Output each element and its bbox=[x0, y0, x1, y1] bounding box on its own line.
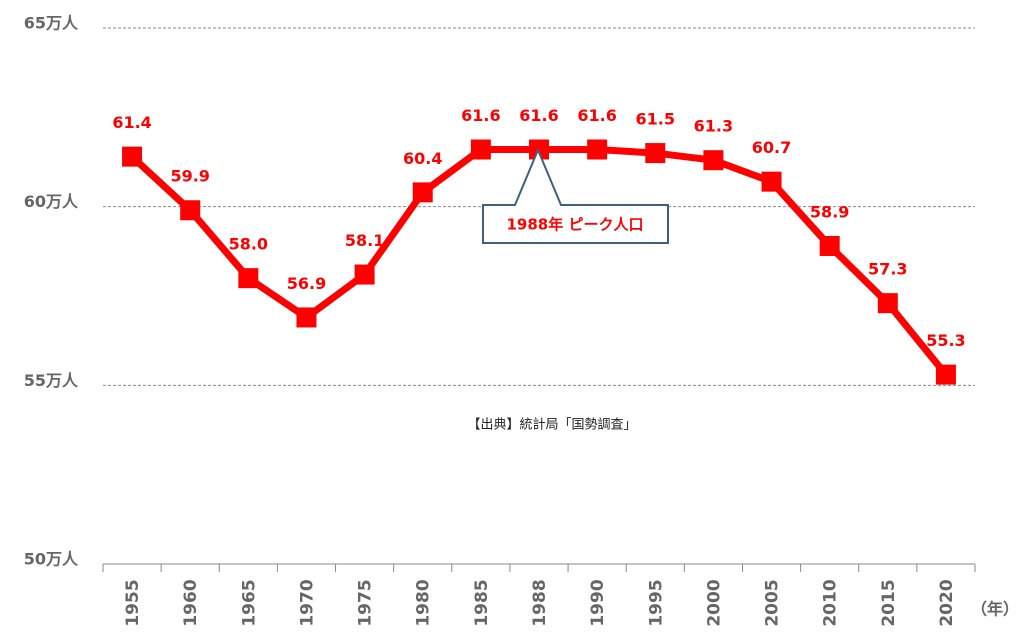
data-label: 61.6 bbox=[519, 106, 558, 125]
y-tick-label: 50万人 bbox=[24, 550, 79, 569]
x-tick-label: 1975 bbox=[356, 579, 376, 626]
data-label: 58.0 bbox=[229, 235, 268, 254]
marker bbox=[180, 200, 201, 221]
source: 【出典】統計局「国勢調査」 bbox=[467, 417, 636, 433]
marker bbox=[470, 139, 491, 160]
data-label: 61.6 bbox=[577, 106, 616, 125]
data-label: 61.3 bbox=[694, 117, 733, 136]
x-tick-label: 1970 bbox=[297, 579, 317, 626]
x-tick-label: 1988 bbox=[530, 579, 550, 626]
data-label: 61.5 bbox=[636, 110, 675, 129]
marker bbox=[645, 143, 666, 164]
marker bbox=[296, 307, 317, 328]
data-label: 59.9 bbox=[170, 167, 209, 186]
marker bbox=[587, 139, 608, 160]
y-tick-label: 60万人 bbox=[24, 192, 79, 211]
x-tick-label: 1995 bbox=[646, 579, 666, 626]
marker bbox=[529, 139, 549, 160]
x-tick-label: 1965 bbox=[239, 579, 259, 626]
data-label: 61.4 bbox=[112, 113, 151, 132]
x-tick-label: 2020 bbox=[937, 579, 957, 626]
marker bbox=[761, 171, 782, 192]
marker bbox=[877, 293, 898, 314]
data-label: 55.3 bbox=[926, 331, 965, 350]
y-tick-label: 65万人 bbox=[24, 14, 79, 33]
x-tick-label: 2005 bbox=[763, 579, 783, 626]
y-tick-label: 55万人 bbox=[24, 371, 79, 390]
data-label: 60.7 bbox=[752, 138, 791, 157]
data-label: 58.9 bbox=[810, 202, 849, 221]
x-tick-label: 1985 bbox=[472, 579, 492, 626]
marker bbox=[354, 264, 375, 285]
annotation: 1988年 ピーク人口 bbox=[507, 216, 644, 234]
x-tick-label: 2000 bbox=[704, 579, 724, 626]
data-label: 56.9 bbox=[287, 274, 326, 293]
data-label: 57.3 bbox=[868, 260, 907, 279]
x-tick-label: 1955 bbox=[123, 579, 143, 626]
marker bbox=[238, 268, 259, 289]
x-tick-label: 2015 bbox=[879, 579, 899, 626]
x-tick-label: 2010 bbox=[821, 579, 841, 626]
data-label: 61.6 bbox=[461, 106, 500, 125]
marker bbox=[935, 364, 956, 385]
x-tick-label: 1960 bbox=[181, 579, 201, 626]
annotation-box bbox=[482, 147, 669, 244]
marker bbox=[122, 146, 143, 167]
x-tick-label: 1980 bbox=[414, 579, 434, 626]
x-tick-label: 1990 bbox=[588, 579, 608, 626]
data-label: 58.1 bbox=[345, 231, 384, 250]
marker bbox=[703, 150, 724, 171]
data-label: 60.4 bbox=[403, 149, 442, 168]
x-axis-label: （年） bbox=[971, 600, 1016, 619]
marker bbox=[412, 182, 433, 203]
marker bbox=[819, 235, 840, 256]
